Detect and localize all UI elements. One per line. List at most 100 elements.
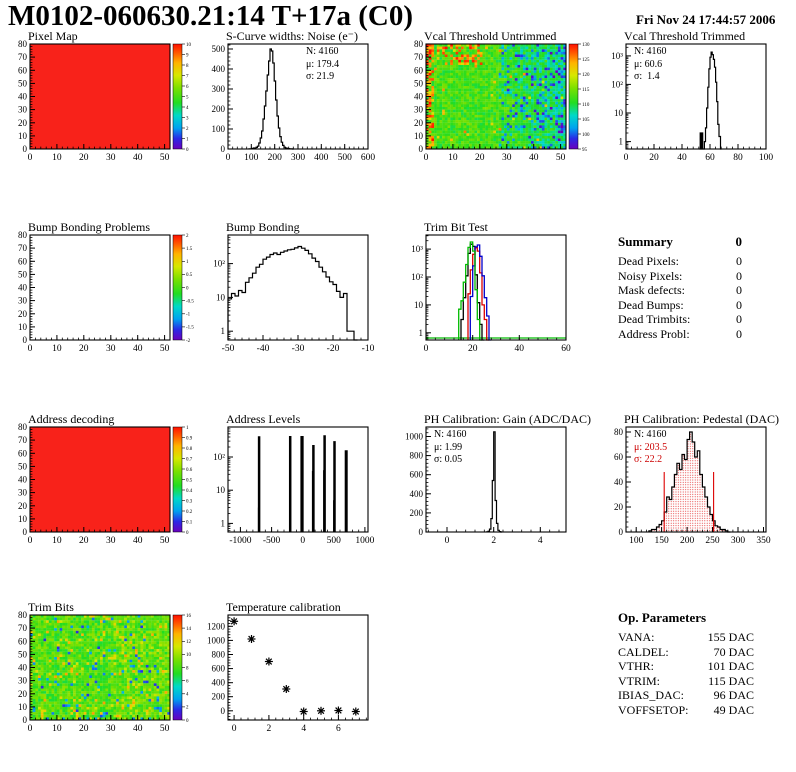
svg-text:100: 100 — [244, 153, 259, 163]
svg-text:-50: -50 — [222, 344, 235, 354]
plot-canvas: -50 -40 -30 -20 -10 1 10 10² — [200, 222, 394, 358]
plot-pixel-map: Pixel Map 0 10 20 30 40 50 0 10 20 30 40 50 60 70 80 10… — [2, 29, 196, 171]
plot-canvas: 100 150 200 250 300 350 0 20 40 60 80 — [598, 414, 792, 550]
plot-title: Pixel Map — [28, 29, 78, 43]
svg-text:30: 30 — [414, 105, 424, 115]
plot-title: Vcal Threshold Trimmed — [624, 29, 746, 43]
svg-text:10²: 10² — [213, 452, 225, 462]
svg-text:4: 4 — [186, 106, 189, 111]
svg-text:1: 1 — [186, 426, 189, 431]
svg-text:1: 1 — [221, 326, 226, 336]
plot-canvas: 0 10 20 30 40 50 0 10 20 30 40 50 60 70 80 1 0.9 0.8 0.7 0.… — [2, 414, 196, 550]
svg-text:0: 0 — [23, 527, 28, 537]
plot-bump-bonding-problems: Bump Bonding Problems 0 10 20 30 40 50 0 10 20 30… — [2, 220, 196, 362]
summary-row: Noisy Pixels: 0 — [618, 269, 742, 284]
svg-text:40: 40 — [18, 475, 28, 485]
plot-ph-calibration-gain: PH Calibration: Gain (ADC/DAC) 0 2 4 0 200 40… — [398, 412, 592, 554]
summary-row: Dead Trimbits: 0 — [618, 312, 742, 327]
svg-text:400: 400 — [410, 489, 424, 499]
svg-text:0.6: 0.6 — [186, 468, 193, 473]
svg-text:40: 40 — [133, 344, 143, 354]
plot-title: Bump Bonding — [226, 220, 300, 234]
summary-row-label: Dead Bumps: — [618, 297, 684, 312]
svg-text:1: 1 — [221, 518, 226, 528]
svg-text:70: 70 — [18, 52, 28, 62]
svg-text:60: 60 — [561, 344, 571, 354]
svg-text:-2: -2 — [186, 339, 191, 344]
svg-text:10: 10 — [52, 344, 62, 354]
plot-title: Trim Bit Test — [424, 220, 488, 234]
svg-text:0: 0 — [28, 536, 33, 546]
svg-text:-20: -20 — [327, 344, 340, 354]
op-parameter-row: CALDEL: 70 DAC — [618, 645, 754, 660]
summary-row-label: Noisy Pixels: — [618, 268, 683, 283]
op-parameters-panel: Op. Parameters VANA: 155 DAC CALDEL: 70 DA… — [618, 610, 754, 717]
svg-text:1: 1 — [186, 137, 189, 142]
svg-text:10: 10 — [614, 108, 624, 118]
summary-row-label: Address Probl: — [618, 326, 690, 341]
stats-line: N: 4160 — [634, 46, 667, 57]
plot-title: Bump Bonding Problems — [28, 220, 151, 234]
svg-text:20: 20 — [468, 344, 478, 354]
svg-text:80: 80 — [18, 39, 28, 49]
svg-text:600: 600 — [410, 470, 424, 480]
plot-ph-calibration-pedestal: PH Calibration: Pedestal (DAC) 100 150 200… — [598, 412, 792, 554]
stats-line: μ: 1.99 — [434, 441, 463, 453]
svg-text:0.1: 0.1 — [186, 520, 193, 525]
plot-canvas: 0 20 40 60 1 10 10² 10³ — [398, 222, 592, 358]
svg-text:40: 40 — [18, 92, 28, 102]
summary-row-label: Dead Trimbits: — [618, 312, 691, 326]
op-parameter-row: VOFFSETOP: 49 DAC — [618, 703, 754, 718]
svg-text:-1.5: -1.5 — [186, 326, 194, 331]
svg-text:60: 60 — [414, 65, 424, 75]
svg-text:105: 105 — [582, 118, 590, 123]
svg-text:20: 20 — [475, 153, 485, 163]
svg-text:400: 400 — [212, 64, 226, 74]
summary-row-label: Dead Pixels: — [618, 254, 679, 268]
svg-text:80: 80 — [614, 427, 624, 437]
svg-text:10: 10 — [414, 131, 424, 141]
op-parameter-row: IBIAS_DAC: 96 DAC — [618, 688, 754, 703]
svg-text:10²: 10² — [411, 272, 423, 282]
svg-text:20: 20 — [79, 153, 89, 163]
svg-text:40: 40 — [18, 283, 28, 293]
op-parameter-value: 155 DAC — [707, 630, 754, 644]
svg-text:2: 2 — [186, 127, 189, 132]
svg-text:0.5: 0.5 — [186, 273, 193, 278]
svg-text:10: 10 — [216, 485, 226, 495]
plot-canvas: 0 10 20 30 40 50 0 10 20 30 40 50 60 70 80 10 9 8 7 6 5 4 3 2 1 0 — [2, 31, 196, 167]
svg-text:110: 110 — [582, 103, 590, 108]
svg-text:0: 0 — [221, 144, 226, 154]
plot-vcal-threshold-untrimmed: Vcal Threshold Untrimmed 0 10 20 30 40 50 0 10 2… — [398, 29, 592, 171]
svg-text:300: 300 — [212, 84, 226, 94]
svg-text:130: 130 — [582, 43, 590, 48]
svg-text:10: 10 — [18, 514, 28, 524]
svg-text:1: 1 — [419, 328, 424, 338]
svg-text:50: 50 — [18, 78, 28, 88]
svg-text:-1000: -1000 — [229, 536, 251, 546]
svg-text:10³: 10³ — [411, 244, 423, 254]
stats-line: μ: 179.4 — [306, 58, 340, 70]
svg-text:20: 20 — [18, 309, 28, 319]
svg-text:0: 0 — [186, 531, 189, 536]
svg-text:100: 100 — [629, 536, 644, 546]
svg-text:50: 50 — [160, 153, 170, 163]
svg-text:120: 120 — [582, 73, 590, 78]
summary-row-value: 0 — [736, 326, 742, 341]
svg-text:0.2: 0.2 — [186, 510, 193, 515]
op-parameters-heading-row: Op. Parameters — [618, 610, 754, 626]
svg-text:5: 5 — [186, 95, 189, 100]
svg-text:80: 80 — [414, 39, 424, 49]
summary-heading-value: 0 — [735, 234, 743, 249]
op-parameter-label: VTHR: — [618, 659, 654, 673]
svg-text:0: 0 — [424, 344, 429, 354]
plot-title: Address decoding — [28, 412, 115, 426]
svg-text:40: 40 — [515, 344, 525, 354]
svg-text:8: 8 — [186, 64, 189, 69]
svg-text:100: 100 — [582, 133, 590, 138]
svg-text:10: 10 — [414, 300, 424, 310]
svg-text:40: 40 — [414, 92, 424, 102]
svg-text:50: 50 — [160, 344, 170, 354]
svg-text:30: 30 — [106, 153, 116, 163]
svg-text:95: 95 — [582, 148, 588, 153]
